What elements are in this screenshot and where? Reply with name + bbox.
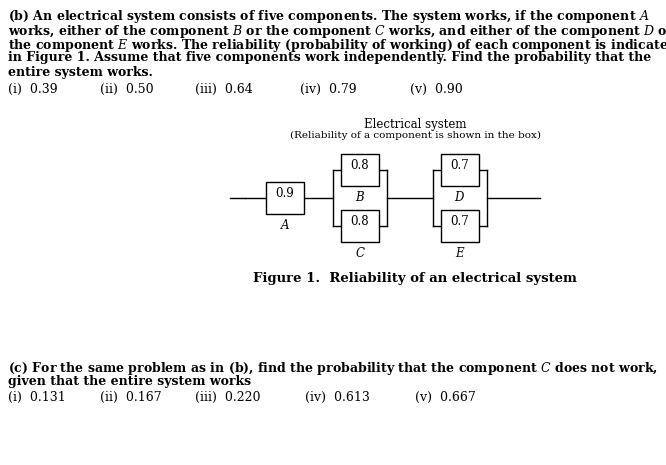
Text: (Reliability of a component is shown in the box): (Reliability of a component is shown in … [290,131,541,140]
Text: the component $E$ works. The reliability (probability of working) of each compon: the component $E$ works. The reliability… [8,37,666,54]
Text: (v)  0.90: (v) 0.90 [410,82,463,95]
Text: given that the entire system works: given that the entire system works [8,374,251,387]
Text: in Figure 1. Assume that five components work independently. Find the probabilit: in Figure 1. Assume that five components… [8,52,651,65]
Text: (iii)  0.220: (iii) 0.220 [195,391,260,404]
Bar [441,210,479,242]
Text: (ii)  0.50: (ii) 0.50 [100,82,154,95]
Text: (iv)  0.613: (iv) 0.613 [305,391,370,404]
Text: Figure 1.  Reliability of an electrical system: Figure 1. Reliability of an electrical s… [253,272,577,285]
Text: $D$: $D$ [454,190,466,204]
Text: works, either of the component $B$ or the component $C$ works, and either of the: works, either of the component $B$ or th… [8,22,666,40]
Text: (b) An electrical system consists of five components. The system works, if the c: (b) An electrical system consists of fiv… [8,8,649,25]
Text: (iii)  0.64: (iii) 0.64 [195,82,253,95]
Text: (v)  0.667: (v) 0.667 [415,391,476,404]
Text: (i)  0.39: (i) 0.39 [8,82,58,95]
Text: (i)  0.131: (i) 0.131 [8,391,66,404]
Text: Electrical system: Electrical system [364,118,466,131]
Text: 0.8: 0.8 [351,214,370,227]
Bar [341,210,379,242]
Text: $A$: $A$ [280,218,290,232]
Text: (c) For the same problem as in (b), find the probability that the component $C$ : (c) For the same problem as in (b), find… [8,360,658,377]
Text: $B$: $B$ [355,190,365,204]
Text: (ii)  0.167: (ii) 0.167 [100,391,162,404]
Text: 0.9: 0.9 [276,186,294,199]
Text: $C$: $C$ [354,246,366,260]
Text: entire system works.: entire system works. [8,66,153,79]
Bar [266,182,304,214]
Text: 0.8: 0.8 [351,159,370,172]
Bar [341,154,379,186]
Text: 0.7: 0.7 [451,214,470,227]
Text: 0.7: 0.7 [451,159,470,172]
Text: $E$: $E$ [455,246,466,260]
Bar [441,154,479,186]
Text: (iv)  0.79: (iv) 0.79 [300,82,356,95]
